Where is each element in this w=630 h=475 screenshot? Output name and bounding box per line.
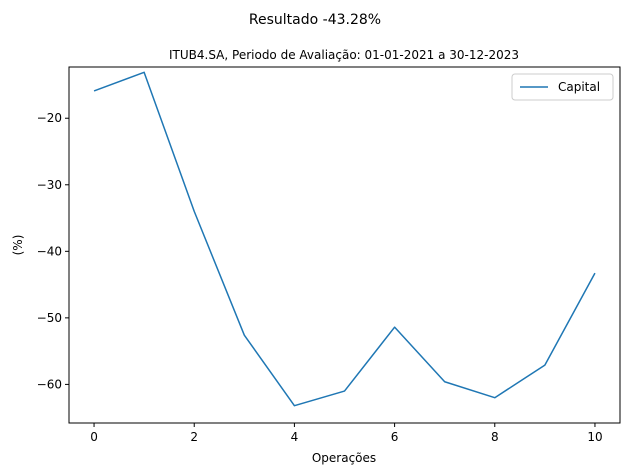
- y-tick-label: −50: [37, 311, 62, 325]
- x-tick-label: 6: [391, 430, 399, 444]
- x-tick-label: 2: [190, 430, 198, 444]
- legend-box: [511, 73, 614, 101]
- series-line-capital: [93, 71, 596, 407]
- x-axis-ticks: 0 2 4 6 8 10: [90, 423, 603, 444]
- y-tick-label: −20: [37, 111, 62, 125]
- y-tick-label: −60: [37, 377, 62, 391]
- plot-frame: [68, 66, 621, 424]
- legend: Capital: [511, 73, 614, 101]
- y-axis-ticks: −60 −50 −40 −30 −20: [37, 111, 69, 391]
- y-axis-label: (%): [11, 235, 25, 256]
- x-tick-label: 8: [491, 430, 499, 444]
- y-tick-label: −40: [37, 244, 62, 258]
- x-axis-label: Operações: [312, 451, 376, 465]
- chart-suptitle: Resultado -43.28%: [249, 12, 381, 28]
- y-tick-label: −30: [37, 178, 62, 192]
- chart-title: ITUB4.SA, Periodo de Avaliação: 01-01-20…: [169, 48, 519, 62]
- x-tick-label: 10: [587, 430, 602, 444]
- x-tick-label: 0: [90, 430, 98, 444]
- series-lines: [93, 71, 596, 407]
- legend-label-capital: Capital: [558, 80, 600, 94]
- x-tick-label: 4: [291, 430, 299, 444]
